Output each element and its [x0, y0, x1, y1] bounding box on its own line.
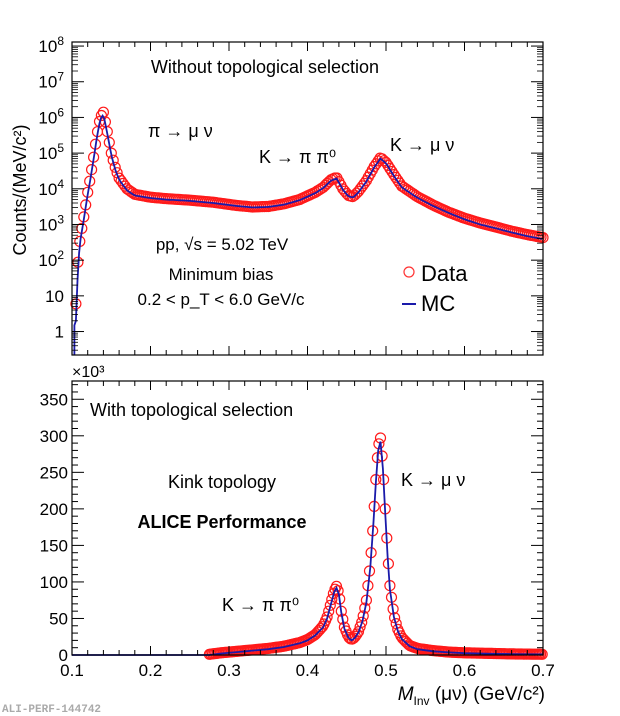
bottom-data-point — [332, 585, 344, 597]
annotation-k-munu-bottom: K → μ ν — [401, 470, 465, 490]
top-panel-title: Without topological selection — [151, 57, 379, 77]
x-axis-label: MInv (μν) (GeV/c²) — [398, 684, 545, 708]
bottom-data-point — [326, 593, 338, 606]
bottom-data-point — [323, 605, 335, 617]
top-data-point — [384, 162, 396, 175]
bottom-y-tick-label: 50 — [49, 609, 68, 628]
top-y-tick-label: 107 — [38, 70, 64, 92]
legend: Data MC — [402, 261, 468, 316]
annotation-k-pipi0-top: K → π π⁰ — [259, 147, 336, 167]
bottom-data-point — [321, 611, 333, 623]
bottom-y-tick-label: 200 — [40, 500, 68, 519]
legend-mc-label: MC — [421, 291, 455, 316]
bottom-y-tick-label: 100 — [40, 573, 68, 592]
footer-id: ALI-PERF-144742 — [2, 704, 101, 716]
bottom-mc-line — [72, 441, 544, 656]
bottom-x-tick-label: 0.3 — [217, 661, 241, 680]
top-data-point — [319, 179, 331, 191]
bottom-data-series — [203, 432, 548, 660]
top-data-point — [376, 153, 388, 165]
x-axis-label-rest: (μν) (GeV/c²) — [430, 684, 545, 705]
top-data-point — [392, 174, 404, 186]
x-axis-label-main: M — [398, 684, 414, 705]
top-data-point — [382, 159, 394, 171]
top-y-tick-label: 104 — [38, 177, 64, 199]
bottom-axes: 0.1 0.2 0.3 0.4 0.5 0.6 0.7 0 50 100 150 200 250 300 3… — [40, 381, 555, 680]
bottom-x-tick-label: 0.4 — [296, 661, 320, 680]
top-data-series — [70, 106, 549, 310]
legend-data-marker-icon — [403, 266, 415, 278]
top-mc-series — [73, 114, 543, 355]
top-data-point — [349, 189, 361, 201]
bottom-x-tick-label: 0.6 — [453, 661, 477, 680]
bottom-mc-series — [72, 441, 544, 656]
x-axis-label-sub: Inv — [414, 694, 430, 708]
annotation-k-pipi0-bottom: K → π π⁰ — [222, 595, 299, 615]
bottom-y-tick-label: 0 — [59, 646, 68, 665]
bottom-panel: 0.1 0.2 0.3 0.4 0.5 0.6 0.7 0 50 100 150 200 250 300 3… — [40, 364, 555, 708]
bottom-panel-title: With topological selection — [90, 400, 293, 420]
bottom-data-point — [324, 599, 336, 611]
top-y-tick-label: 103 — [38, 212, 64, 234]
top-y-tick-label: 108 — [38, 34, 64, 56]
annotation-kink-topology: Kink topology — [168, 472, 276, 492]
top-data-point — [394, 177, 406, 189]
bottom-x-tick-label: 0.5 — [374, 661, 398, 680]
top-y-tick-label: 1 — [55, 323, 64, 342]
annotation-trigger: Minimum bias — [169, 265, 274, 284]
bottom-data-point — [351, 628, 363, 640]
annotation-k-munu-top: K → μ ν — [390, 135, 454, 155]
annotation-alice-performance: ALICE Performance — [137, 512, 306, 532]
bottom-y-tick-label: 150 — [40, 536, 68, 555]
top-data-point — [390, 171, 402, 183]
top-axes: 1 10 102 103 104 105 106 107 108 — [38, 34, 544, 355]
bottom-y-tick-label: 300 — [40, 427, 68, 446]
top-data-point — [386, 165, 398, 178]
annotation-collision: pp, √s = 5.02 TeV — [156, 235, 289, 254]
top-y-tick-label: 102 — [38, 248, 64, 270]
top-mc-line — [73, 114, 543, 355]
y-multiplier-label: ×10³ — [72, 364, 105, 381]
annotation-pi-decay: π → μ ν — [148, 121, 213, 141]
top-y-tick-label: 105 — [38, 141, 64, 163]
bottom-x-tick-label: 0.1 — [60, 661, 84, 680]
top-data-point — [358, 177, 370, 189]
bottom-y-tick-label: 350 — [40, 390, 68, 409]
bottom-x-tick-label: 0.2 — [139, 661, 163, 680]
top-data-point — [317, 181, 329, 193]
top-panel: 1 10 102 103 104 105 106 107 108 Without topolog… — [10, 34, 549, 356]
top-y-axis-label: Counts/(MeV/c²) — [10, 124, 30, 255]
bottom-x-tick-label: 0.7 — [531, 661, 555, 680]
legend-data-label: Data — [421, 261, 468, 286]
top-data-point — [388, 169, 400, 181]
top-data-point — [109, 161, 121, 173]
annotation-pt-range: 0.2 < p_T < 6.0 GeV/c — [138, 290, 305, 309]
bottom-y-tick-label: 250 — [40, 463, 68, 482]
bottom-data-point — [316, 621, 328, 633]
top-y-tick-label: 10 — [45, 287, 64, 306]
top-y-tick-label: 106 — [38, 105, 64, 127]
top-data-point — [368, 161, 380, 173]
bottom-data-point — [354, 621, 366, 633]
bottom-data-point — [356, 616, 368, 628]
top-data-point — [380, 156, 392, 168]
